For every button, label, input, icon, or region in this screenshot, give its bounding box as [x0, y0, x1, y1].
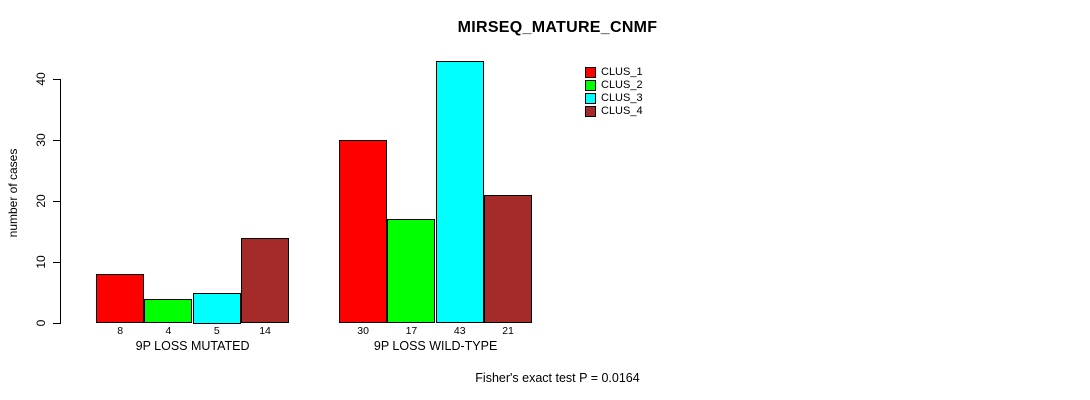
- y-tick-mark-10: [53, 262, 60, 263]
- bar-CLUS_3-9p-loss-mutated: [193, 293, 241, 324]
- y-tick-label-20: 20: [34, 194, 48, 208]
- bar-value-CLUS_1-group-0: 8: [117, 324, 124, 337]
- legend-item-CLUS_2: CLUS_2: [585, 79, 643, 92]
- bar-value-CLUS_3-group-1: 43: [453, 324, 466, 337]
- y-tick-label-40: 40: [34, 72, 48, 86]
- bar-CLUS_1-9p-loss-wild-type: [339, 140, 387, 323]
- bar-CLUS_1-9p-loss-mutated: [96, 274, 144, 323]
- y-axis-label: number of cases: [6, 148, 20, 238]
- legend-item-CLUS_3: CLUS_3: [585, 92, 643, 105]
- annotation-caption: Fisher's exact test P = 0.0164: [475, 371, 640, 385]
- legend-swatch-CLUS_1: [585, 67, 596, 78]
- legend-swatch-CLUS_2: [585, 80, 596, 91]
- bar-CLUS_3-9p-loss-wild-type: [436, 61, 484, 323]
- bar-value-CLUS_4-group-1: 21: [502, 324, 514, 337]
- y-tick-mark-40: [53, 79, 60, 80]
- y-tick-label-30: 30: [34, 133, 48, 147]
- bar-CLUS_4-9p-loss-mutated: [241, 238, 289, 323]
- y-tick-mark-0: [53, 323, 60, 324]
- group-label-0: 9P LOSS MUTATED: [135, 339, 250, 353]
- bar-value-CLUS_2-group-0: 4: [165, 324, 172, 337]
- legend-item-CLUS_4: CLUS_4: [585, 105, 643, 118]
- y-tick-label-0: 0: [34, 319, 48, 327]
- bar-CLUS_2-9p-loss-wild-type: [387, 219, 435, 323]
- chart-title: MIRSEQ_MATURE_CNMF: [457, 19, 658, 36]
- legend: CLUS_1 CLUS_2 CLUS_3 CLUS_4: [585, 66, 643, 118]
- bar-value-CLUS_1-group-1: 30: [357, 324, 369, 337]
- legend-label-CLUS_1: CLUS_1: [601, 66, 643, 78]
- bar-CLUS_2-9p-loss-mutated: [144, 299, 192, 323]
- bar-value-CLUS_3-group-0: 5: [213, 324, 220, 337]
- legend-swatch-CLUS_3: [585, 93, 596, 104]
- group-label-1: 9P LOSS WILD-TYPE: [373, 339, 498, 353]
- bar-value-CLUS_4-group-0: 14: [259, 324, 271, 337]
- bar-CLUS_4-9p-loss-wild-type: [484, 195, 532, 323]
- bar-value-CLUS_2-group-1: 17: [405, 324, 418, 337]
- y-tick-label-10: 10: [34, 255, 48, 269]
- y-tick-mark-30: [53, 140, 60, 141]
- legend-label-CLUS_4: CLUS_4: [601, 105, 643, 117]
- legend-label-CLUS_2: CLUS_2: [601, 79, 643, 91]
- legend-label-CLUS_3: CLUS_3: [601, 92, 643, 104]
- y-axis-line: [60, 79, 61, 324]
- legend-item-CLUS_1: CLUS_1: [585, 66, 643, 79]
- y-tick-mark-20: [53, 201, 60, 202]
- legend-swatch-CLUS_4: [585, 106, 596, 117]
